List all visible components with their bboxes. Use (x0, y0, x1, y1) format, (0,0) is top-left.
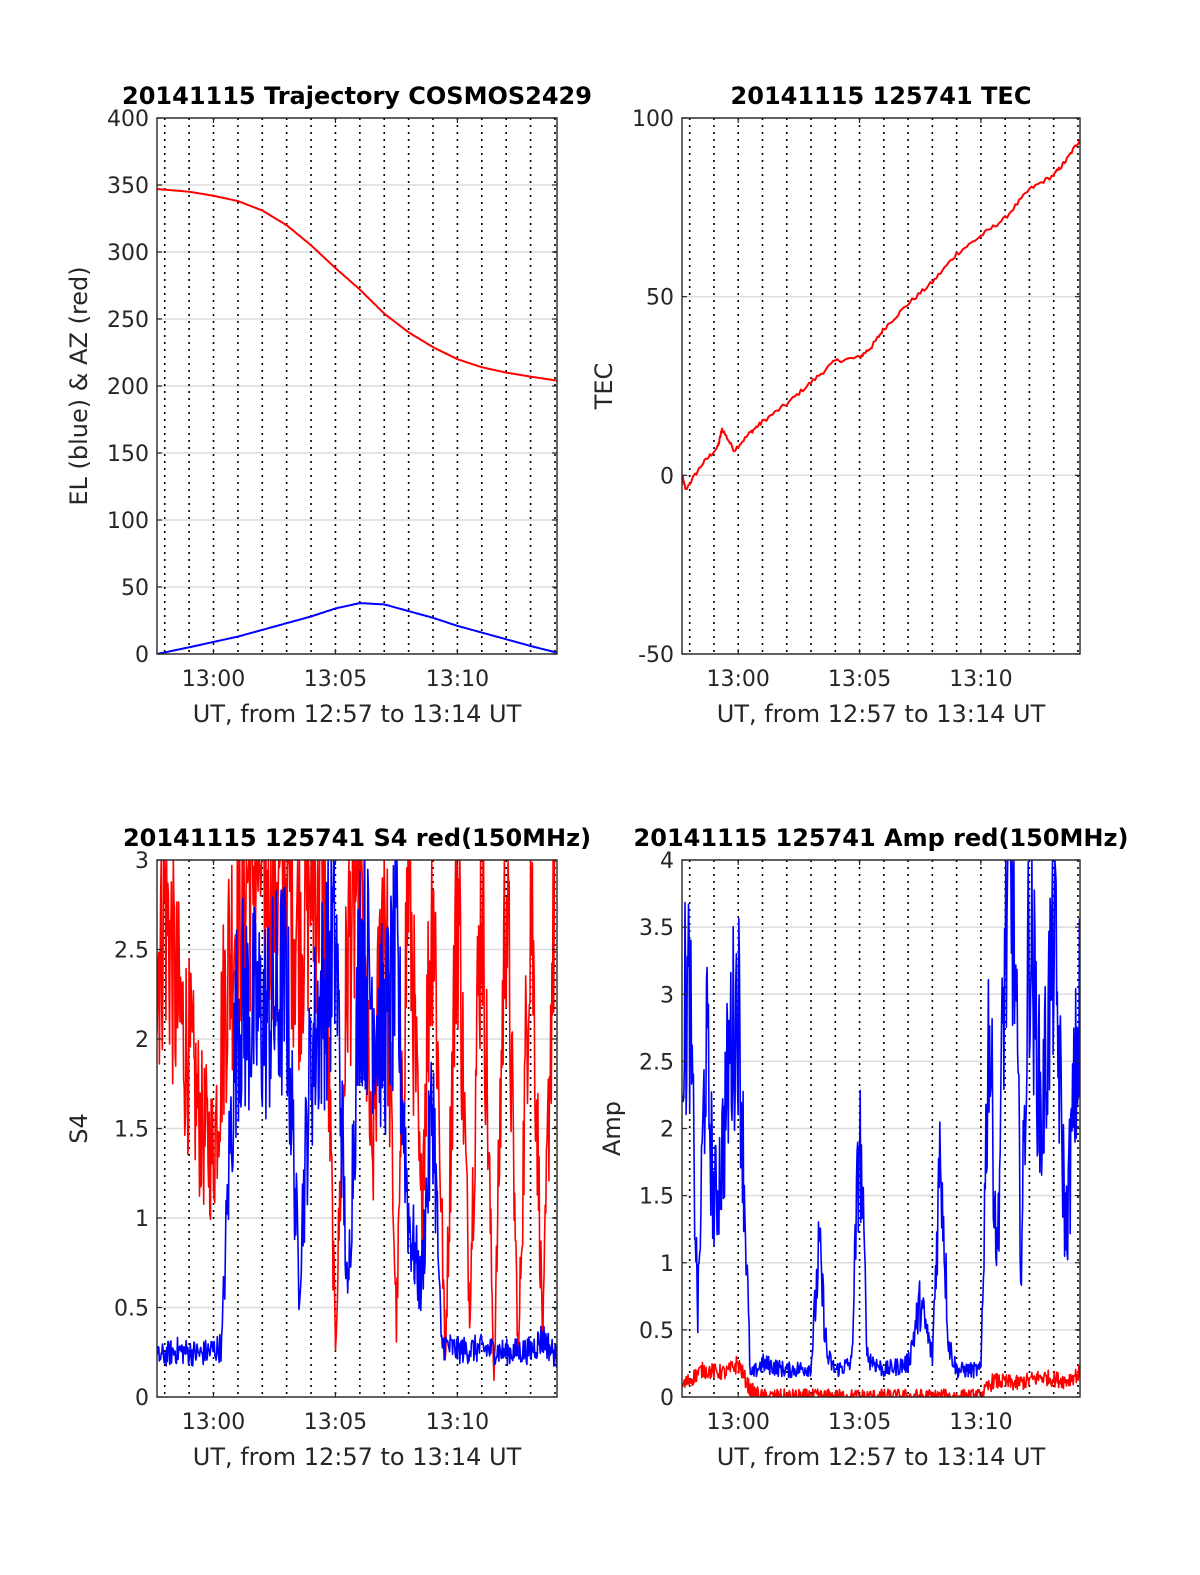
y-tick-label-250: 250 (107, 308, 149, 333)
y-tick-label-1: 1 (660, 1252, 674, 1277)
y-tick-label-1-5: 1.5 (114, 1118, 149, 1143)
x-tick-label-13-05: 13:05 (828, 1410, 891, 1435)
y-tick-label-0-5: 0.5 (114, 1297, 149, 1322)
chart-title: 20141115 Trajectory COSMOS2429 (122, 82, 592, 110)
y-tick-label-1-5: 1.5 (639, 1185, 674, 1210)
x-tick-label-13-00: 13:00 (707, 1410, 770, 1435)
series-line-2 (157, 860, 557, 1368)
series-line-1 (157, 860, 556, 1381)
y-tick-label-2: 2 (135, 1028, 149, 1053)
x-axis-label: UT, from 12:57 to 13:14 UT (193, 700, 522, 728)
y-axis-label: EL (blue) & AZ (red) (65, 266, 93, 505)
chart-panel-4: 0 0.5 1 1.5 2 2.5 3 3.5 4 13:00 13:05 13:10 20141115… (598, 824, 1128, 1471)
x-tick-label-13-10: 13:10 (949, 1410, 1012, 1435)
x-tick-label-13-05: 13:05 (304, 1410, 367, 1435)
x-axis-label: UT, from 12:57 to 13:14 UT (193, 1443, 522, 1471)
chart-panel-3: 0 0.5 1 1.5 2 2.5 3 13:00 13:05 13:10 20141115 125… (65, 824, 591, 1471)
chart-title: 20141115 125741 S4 red(150MHz) (123, 824, 591, 852)
y-tick-label-3-5: 3.5 (639, 916, 674, 941)
y-tick-label-2-5: 2.5 (114, 939, 149, 964)
y-tick-label-0: 0 (660, 1386, 674, 1411)
x-tick-label-13-10: 13:10 (949, 667, 1012, 692)
y-tick-label-0: 0 (135, 643, 149, 668)
y-tick-label-100: 100 (632, 107, 674, 132)
plot-area (682, 139, 1080, 491)
y-tick-label-350: 350 (107, 174, 149, 199)
y-axis-label: Amp (598, 1101, 626, 1156)
y-tick-label-50: -50 (638, 643, 674, 668)
series-line-2 (157, 602, 557, 654)
y-tick-label-4: 4 (660, 849, 674, 874)
x-axis-label: UT, from 12:57 to 13:14 UT (717, 1443, 1046, 1471)
plot-area (682, 860, 1080, 1397)
series-line-1 (157, 188, 557, 382)
y-tick-label-200: 200 (107, 375, 149, 400)
y-tick-label-3: 3 (135, 849, 149, 874)
x-tick-label-13-10: 13:10 (426, 1410, 489, 1435)
x-tick-label-13-05: 13:05 (304, 667, 367, 692)
y-axis-label: TEC (590, 363, 618, 411)
series-line-2 (682, 1355, 1080, 1397)
y-tick-label-0: 0 (135, 1386, 149, 1411)
chart-title: 20141115 125741 Amp red(150MHz) (634, 824, 1129, 852)
y-tick-label-300: 300 (107, 241, 149, 266)
axes-frame (681, 117, 1081, 655)
x-tick-label-13-05: 13:05 (828, 667, 891, 692)
chart-panel-1: 0 50 100 150 200 250 300 350 400 13:00 13:05 13:10 2… (65, 82, 592, 728)
y-tick-label-3: 3 (660, 983, 674, 1008)
series-line-1 (682, 860, 1080, 1379)
y-tick-label-50: 50 (121, 576, 149, 601)
y-tick-label-0: 0 (660, 464, 674, 489)
y-tick-label-400: 400 (107, 107, 149, 132)
x-tick-label-13-00: 13:00 (707, 667, 770, 692)
y-tick-label-1: 1 (135, 1207, 149, 1232)
chart-panel-2: -50 0 50 100 13:00 13:05 13:10 20141115 125741 … (590, 82, 1081, 728)
x-tick-label-13-10: 13:10 (426, 667, 489, 692)
chart-title: 20141115 125741 TEC (731, 82, 1032, 110)
x-tick-label-13-00: 13:00 (182, 667, 245, 692)
plot-area (157, 188, 557, 654)
x-axis-label: UT, from 12:57 to 13:14 UT (717, 700, 1046, 728)
plot-area (157, 860, 557, 1381)
y-tick-label-50: 50 (646, 286, 674, 311)
y-tick-label-0-5: 0.5 (639, 1319, 674, 1344)
series-line-1 (682, 139, 1080, 491)
y-axis-label: S4 (65, 1113, 93, 1144)
y-tick-label-100: 100 (107, 509, 149, 534)
y-tick-label-2: 2 (660, 1118, 674, 1143)
x-tick-label-13-00: 13:00 (182, 1410, 245, 1435)
y-tick-label-2-5: 2.5 (639, 1050, 674, 1075)
y-tick-label-150: 150 (107, 442, 149, 467)
